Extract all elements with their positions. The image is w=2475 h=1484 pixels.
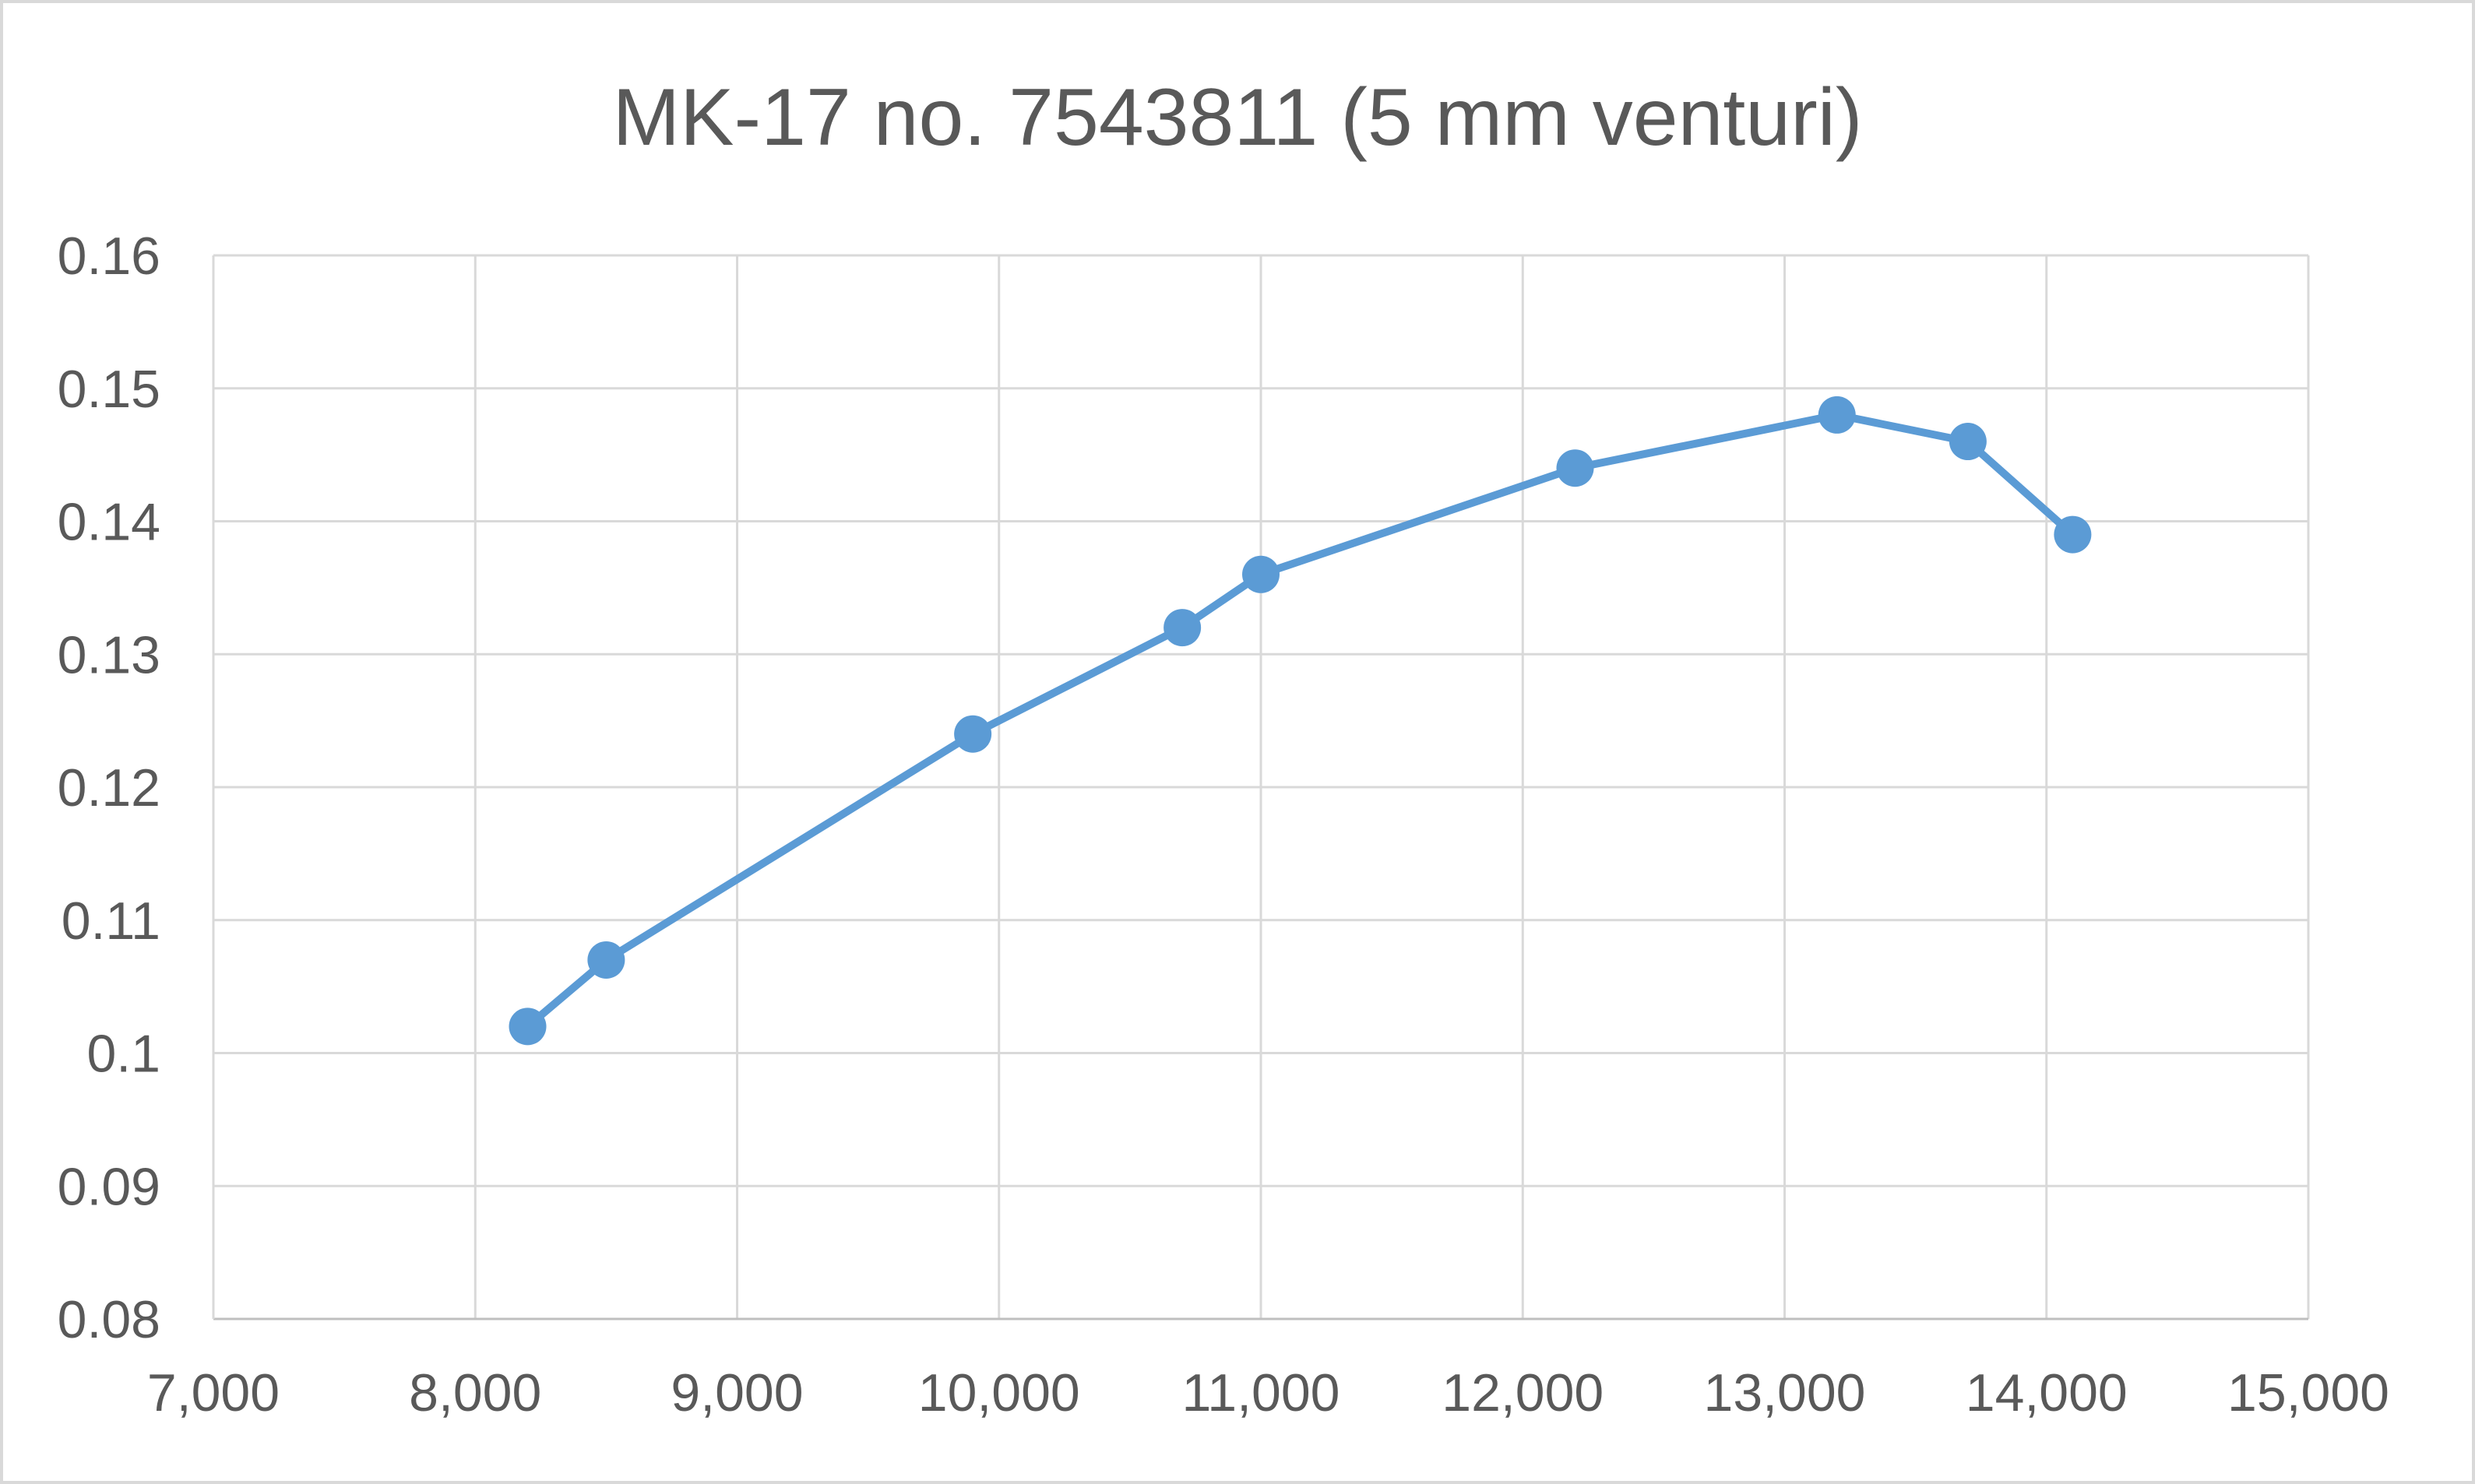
- x-tick-label: 8,000: [409, 1363, 541, 1422]
- series-line: [523, 410, 2077, 1031]
- y-tick-label: 0.13: [58, 625, 160, 684]
- x-tick-label: 12,000: [1442, 1363, 1604, 1422]
- series-group: [509, 396, 2092, 1046]
- data-point: [1949, 423, 1987, 461]
- x-tick-label: 15,000: [2227, 1363, 2389, 1422]
- data-point: [509, 1008, 547, 1046]
- y-tick-label: 0.09: [58, 1157, 160, 1216]
- data-point: [1164, 609, 1202, 647]
- x-tick-label: 11,000: [1182, 1363, 1340, 1422]
- data-point: [587, 941, 625, 979]
- x-tick-label: 13,000: [1704, 1363, 1866, 1422]
- data-point: [1242, 555, 1280, 593]
- gridlines: [213, 254, 2310, 1319]
- x-tick-label: 14,000: [1966, 1363, 2128, 1422]
- y-tick-labels: 0.08 0.09 0.1 0.11 0.12 0.13 0.14 0.15 0.16: [58, 227, 160, 1349]
- y-tick-label: 0.14: [58, 493, 160, 552]
- x-tick-label: 7,000: [147, 1363, 280, 1422]
- y-tick-label: 0.08: [58, 1290, 160, 1349]
- y-tick-label: 0.11: [62, 891, 160, 951]
- data-point: [2054, 515, 2092, 554]
- y-tick-label: 0.16: [58, 227, 160, 286]
- data-point: [1556, 449, 1594, 487]
- y-tick-label: 0.1: [86, 1025, 160, 1084]
- x-tick-label: 9,000: [671, 1363, 803, 1422]
- x-tick-labels: 7,000 8,000 9,000 10,000 11,000 12,000 13,000 1…: [147, 1363, 2389, 1422]
- x-tick-label: 10,000: [918, 1363, 1080, 1422]
- y-tick-label: 0.15: [58, 360, 160, 419]
- data-point: [954, 715, 992, 753]
- data-point: [1818, 396, 1856, 434]
- y-tick-label: 0.12: [58, 758, 160, 818]
- chart-title: MK-17 no. 7543811 (5 mm venturi): [612, 72, 1863, 163]
- axes: [212, 255, 2308, 1320]
